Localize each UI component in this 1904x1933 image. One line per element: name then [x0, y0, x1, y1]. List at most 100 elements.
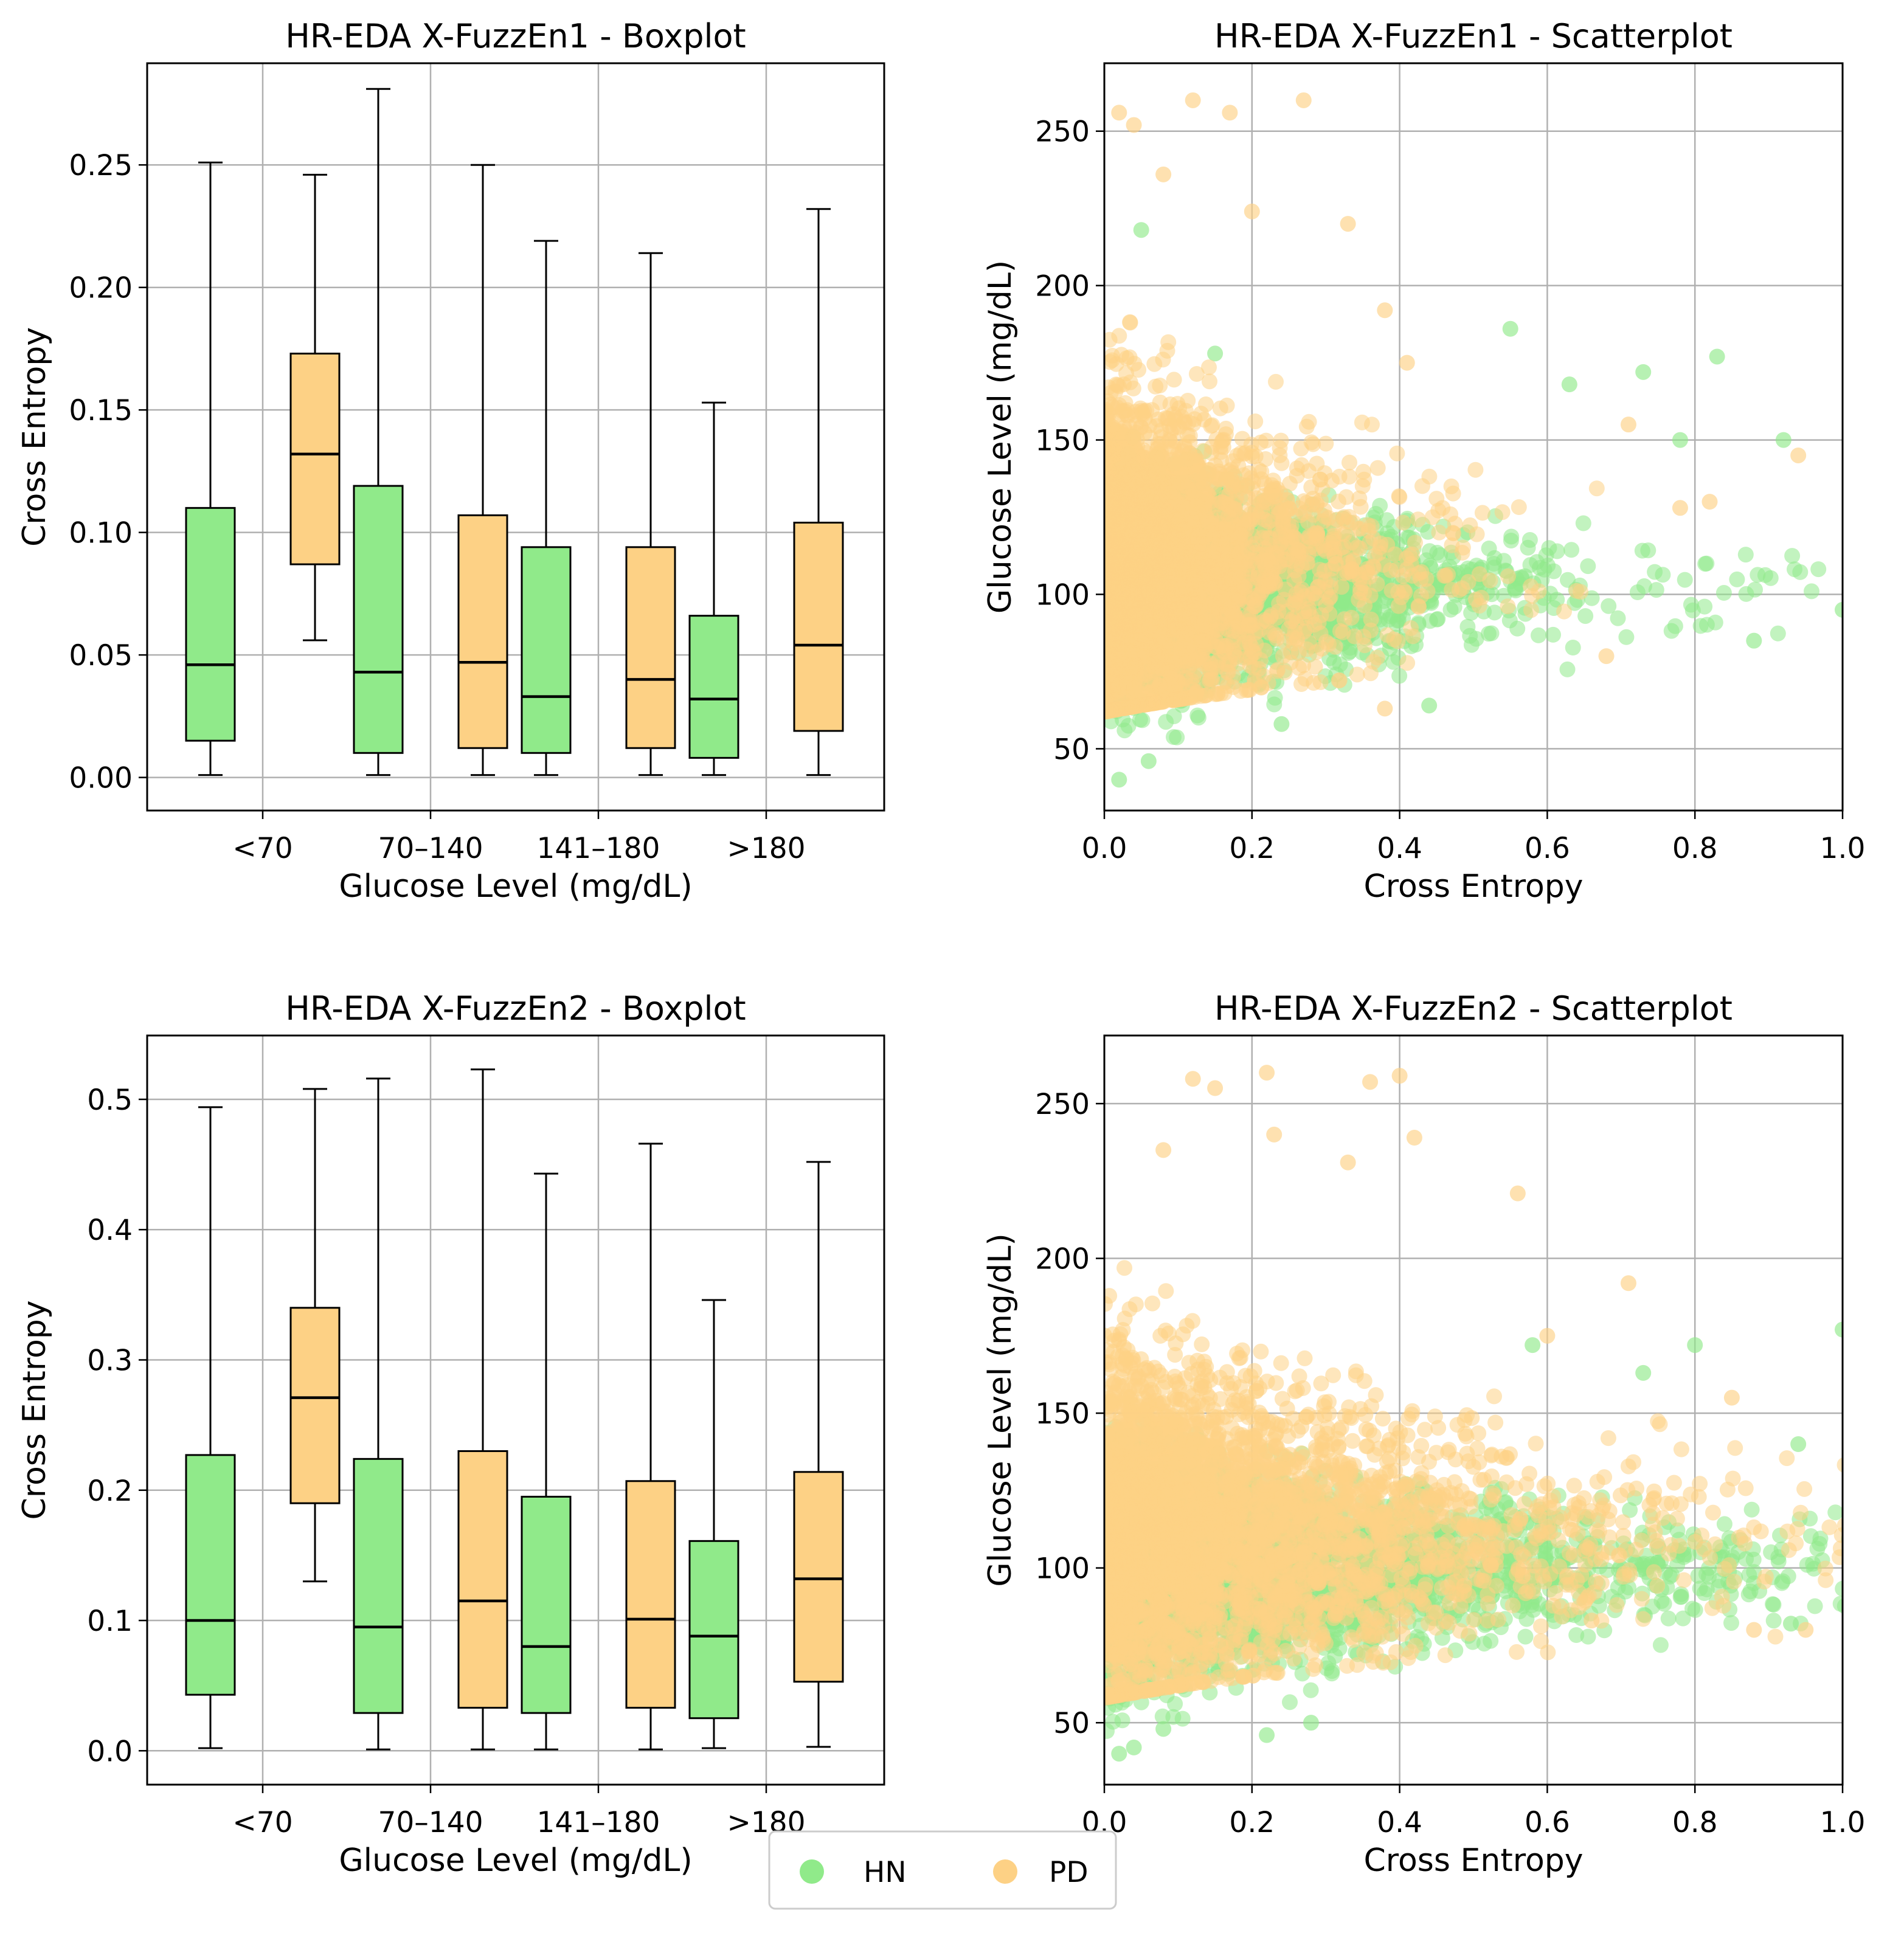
scatter-point [1207, 345, 1224, 362]
scatter-point [1391, 668, 1408, 684]
box-hn [353, 88, 404, 776]
x-tick-label: 0.0 [1082, 832, 1127, 865]
scatter-point [1410, 511, 1426, 528]
scatter-point [1134, 712, 1151, 728]
scatter-point [1399, 655, 1416, 671]
scatter-point [1640, 542, 1656, 559]
x-tick-label: 70–140 [378, 832, 483, 865]
scatter-point [1234, 431, 1250, 447]
scatter-point [1561, 376, 1577, 393]
scatter-point [1421, 543, 1438, 559]
scatter-point [1104, 331, 1118, 348]
box-pd [457, 164, 508, 776]
y-axis-label: Cross Entropy [16, 327, 53, 547]
scatter-point [1563, 542, 1580, 558]
scatter-point [1737, 547, 1754, 563]
scatter-point [1421, 697, 1438, 714]
scatter-point [1575, 515, 1591, 531]
scatter-point [1804, 583, 1819, 600]
x-tick-label: 1.0 [1820, 832, 1866, 865]
scatter-point [1565, 640, 1581, 655]
scatter-series-pd [1104, 92, 1807, 720]
scatter-point [1345, 552, 1362, 569]
y-tick-label: 0.20 [69, 272, 133, 305]
scatter-point [1560, 572, 1576, 588]
scatter-point [1545, 626, 1561, 643]
scatter-point [1472, 566, 1487, 583]
scatter-point [1636, 578, 1652, 594]
y-tick-label: 100 [1035, 579, 1090, 612]
scatter-point [1531, 627, 1546, 643]
scatter-point [1511, 499, 1527, 515]
scatter-point [1506, 581, 1523, 597]
box-hn [521, 240, 572, 776]
box-iqr [688, 615, 739, 759]
scatter-point [1580, 558, 1596, 575]
box-pd [793, 208, 844, 776]
scatter-point [1500, 598, 1516, 615]
scatter-point [1635, 364, 1652, 380]
scatter-point [1166, 729, 1182, 745]
scatter-point [1538, 547, 1554, 564]
scatter-point [1709, 348, 1725, 365]
y-tick-label: 0.00 [69, 762, 133, 795]
box-pd [289, 173, 341, 641]
scatter-point [1116, 722, 1133, 739]
box-pd [625, 252, 676, 776]
scatter-point [1331, 673, 1347, 689]
box-iqr [185, 507, 236, 742]
scatter-point [1389, 445, 1405, 462]
x-tick-label: 0.2 [1229, 832, 1275, 865]
box-iqr [457, 514, 508, 749]
scatter-point [1503, 528, 1520, 545]
boxplot-fuzzen1-panel: 0.000.050.100.150.200.25<70 70–140 141–180… [16, 17, 885, 905]
scatter-point [1577, 608, 1594, 624]
box-iqr [353, 485, 404, 754]
scatter-point [1770, 625, 1786, 641]
scatter-point [1483, 625, 1500, 641]
scatter-point [1474, 505, 1490, 521]
y-tick-label: 0.15 [69, 394, 133, 427]
scatter-point [1430, 611, 1446, 627]
scatter-point [1697, 598, 1713, 615]
y-tick-label: 200 [1035, 270, 1090, 303]
grid [147, 63, 884, 811]
scatter-point [1610, 610, 1626, 626]
y-tick-label: 250 [1035, 116, 1090, 149]
scatter-point [1318, 435, 1334, 452]
scatter-point [1692, 618, 1709, 634]
scatter-point [1331, 468, 1348, 485]
scatter-point [1166, 708, 1182, 724]
scatter-point [1787, 561, 1802, 578]
scatter-point [1647, 564, 1663, 580]
box-iqr [521, 546, 572, 754]
scatter-point [1835, 601, 1843, 618]
scatter-point [1747, 581, 1763, 598]
scatter-point [1677, 572, 1693, 588]
x-tick-label: 0.8 [1672, 832, 1718, 865]
scatter-point [1467, 462, 1484, 478]
box-hn [688, 401, 739, 776]
x-tick-label: >180 [727, 832, 805, 865]
x-tick-label: 141–180 [537, 832, 660, 865]
scatter-point [1273, 716, 1290, 732]
scatter-point [1446, 599, 1463, 615]
scatter-point [1140, 753, 1157, 769]
scatter-point [1349, 666, 1365, 683]
scatter-point [1784, 548, 1801, 564]
scatter-point [1750, 567, 1766, 583]
scatter-point [1715, 585, 1732, 601]
scatter-point [1746, 632, 1762, 649]
scatter-point [1568, 583, 1585, 599]
y-tick-label: 50 [1053, 733, 1090, 766]
y-tick-label: 0.05 [69, 639, 133, 673]
scatter-point [1520, 539, 1536, 556]
scatter-point [1343, 609, 1360, 626]
x-tick-label: 0.6 [1525, 832, 1570, 865]
scatter-point [1133, 222, 1149, 238]
scatter-point [1698, 555, 1715, 572]
box-iqr [289, 352, 341, 565]
y-tick-label: 150 [1035, 424, 1090, 458]
